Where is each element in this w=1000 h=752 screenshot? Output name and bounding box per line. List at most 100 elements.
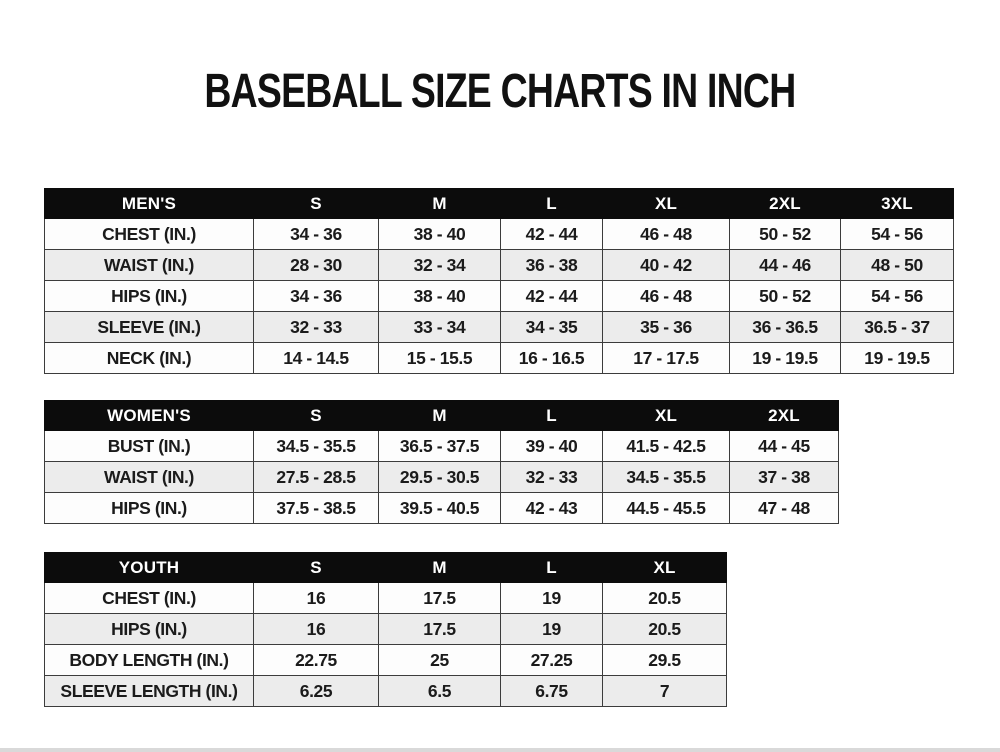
size-value-cell: 40 - 42 bbox=[602, 249, 730, 281]
size-value-cell: 17 - 17.5 bbox=[602, 342, 730, 374]
table-title-cell: WOMEN'S bbox=[44, 400, 254, 431]
size-value-cell: 14 - 14.5 bbox=[253, 342, 379, 374]
size-value-cell: 34 - 35 bbox=[500, 311, 603, 343]
row-label: HIPS (IN.) bbox=[44, 492, 254, 524]
size-value-cell: 16 bbox=[253, 582, 379, 614]
header-row: YOUTH S M L XL bbox=[44, 552, 727, 583]
page-bottom-edge bbox=[0, 748, 1000, 752]
row-label: HIPS (IN.) bbox=[44, 613, 254, 645]
column-header-3xl: 3XL bbox=[840, 188, 954, 219]
row-label: SLEEVE LENGTH (IN.) bbox=[44, 675, 254, 707]
size-value-cell: 54 - 56 bbox=[840, 280, 954, 312]
row-label: HIPS (IN.) bbox=[44, 280, 254, 312]
size-value-cell: 32 - 33 bbox=[500, 461, 603, 493]
size-value-cell: 19 bbox=[500, 613, 603, 645]
size-value-cell: 7 bbox=[602, 675, 727, 707]
size-value-cell: 20.5 bbox=[602, 582, 727, 614]
youth-size-table: YOUTH S M L XL CHEST (IN.) 16 17.5 19 20.5 HIPS (… bbox=[44, 552, 727, 707]
column-header-2xl: 2XL bbox=[729, 188, 841, 219]
table-row: HIPS (IN.) 16 17.5 19 20.5 bbox=[44, 613, 727, 645]
size-value-cell: 41.5 - 42.5 bbox=[602, 430, 730, 462]
size-value-cell: 36 - 38 bbox=[500, 249, 603, 281]
row-label: NECK (IN.) bbox=[44, 342, 254, 374]
womens-size-table: WOMEN'S S M L XL 2XL BUST (IN.) 34.5 - 35.5 36.… bbox=[44, 400, 839, 524]
row-label: BUST (IN.) bbox=[44, 430, 254, 462]
column-header-s: S bbox=[253, 400, 379, 431]
row-label: WAIST (IN.) bbox=[44, 461, 254, 493]
mens-size-table: MEN'S S M L XL 2XL 3XL CHEST (IN.) 34 - 36 38 - … bbox=[44, 188, 954, 374]
table-title-cell: YOUTH bbox=[44, 552, 254, 583]
size-value-cell: 38 - 40 bbox=[378, 280, 501, 312]
table-row: SLEEVE LENGTH (IN.) 6.25 6.5 6.75 7 bbox=[44, 675, 727, 707]
table-row: HIPS (IN.) 37.5 - 38.5 39.5 - 40.5 42 - 43 4… bbox=[44, 492, 839, 524]
size-value-cell: 46 - 48 bbox=[602, 218, 730, 250]
column-header-s: S bbox=[253, 552, 379, 583]
table-row: SLEEVE (IN.) 32 - 33 33 - 34 34 - 35 35 - 36… bbox=[44, 311, 954, 343]
size-value-cell: 16 - 16.5 bbox=[500, 342, 603, 374]
size-value-cell: 27.5 - 28.5 bbox=[253, 461, 379, 493]
size-value-cell: 36.5 - 37.5 bbox=[378, 430, 501, 462]
size-value-cell: 47 - 48 bbox=[729, 492, 839, 524]
size-value-cell: 42 - 44 bbox=[500, 280, 603, 312]
table-row: BUST (IN.) 34.5 - 35.5 36.5 - 37.5 39 - 40 4… bbox=[44, 430, 839, 462]
column-header-s: S bbox=[253, 188, 379, 219]
size-value-cell: 42 - 44 bbox=[500, 218, 603, 250]
size-value-cell: 34.5 - 35.5 bbox=[253, 430, 379, 462]
size-value-cell: 54 - 56 bbox=[840, 218, 954, 250]
size-value-cell: 32 - 33 bbox=[253, 311, 379, 343]
table-row: CHEST (IN.) 16 17.5 19 20.5 bbox=[44, 582, 727, 614]
size-value-cell: 29.5 - 30.5 bbox=[378, 461, 501, 493]
table-row: HIPS (IN.) 34 - 36 38 - 40 42 - 44 46 - 48 50… bbox=[44, 280, 954, 312]
column-header-l: L bbox=[500, 552, 603, 583]
size-value-cell: 25 bbox=[378, 644, 501, 676]
size-value-cell: 19 - 19.5 bbox=[729, 342, 841, 374]
table-row: CHEST (IN.) 34 - 36 38 - 40 42 - 44 46 - 48 5… bbox=[44, 218, 954, 250]
size-value-cell: 17.5 bbox=[378, 613, 501, 645]
row-label: CHEST (IN.) bbox=[44, 582, 254, 614]
size-value-cell: 6.25 bbox=[253, 675, 379, 707]
size-value-cell: 36.5 - 37 bbox=[840, 311, 954, 343]
size-value-cell: 42 - 43 bbox=[500, 492, 603, 524]
size-value-cell: 39.5 - 40.5 bbox=[378, 492, 501, 524]
size-value-cell: 16 bbox=[253, 613, 379, 645]
size-value-cell: 17.5 bbox=[378, 582, 501, 614]
size-value-cell: 29.5 bbox=[602, 644, 727, 676]
size-value-cell: 44.5 - 45.5 bbox=[602, 492, 730, 524]
table-row: WAIST (IN.) 28 - 30 32 - 34 36 - 38 40 - 42 4… bbox=[44, 249, 954, 281]
size-value-cell: 36 - 36.5 bbox=[729, 311, 841, 343]
size-value-cell: 46 - 48 bbox=[602, 280, 730, 312]
size-value-cell: 50 - 52 bbox=[729, 280, 841, 312]
size-value-cell: 48 - 50 bbox=[840, 249, 954, 281]
header-row: MEN'S S M L XL 2XL 3XL bbox=[44, 188, 954, 219]
size-value-cell: 44 - 45 bbox=[729, 430, 839, 462]
size-value-cell: 37.5 - 38.5 bbox=[253, 492, 379, 524]
size-value-cell: 38 - 40 bbox=[378, 218, 501, 250]
table-row: NECK (IN.) 14 - 14.5 15 - 15.5 16 - 16.5 17 … bbox=[44, 342, 954, 374]
header-row: WOMEN'S S M L XL 2XL bbox=[44, 400, 839, 431]
row-label: SLEEVE (IN.) bbox=[44, 311, 254, 343]
column-header-m: M bbox=[378, 188, 501, 219]
size-value-cell: 6.75 bbox=[500, 675, 603, 707]
row-label: WAIST (IN.) bbox=[44, 249, 254, 281]
row-label: CHEST (IN.) bbox=[44, 218, 254, 250]
size-value-cell: 34.5 - 35.5 bbox=[602, 461, 730, 493]
size-value-cell: 28 - 30 bbox=[253, 249, 379, 281]
page-title-container: BASEBALL SIZE CHARTS IN INCH bbox=[0, 68, 1000, 116]
size-value-cell: 37 - 38 bbox=[729, 461, 839, 493]
size-value-cell: 19 - 19.5 bbox=[840, 342, 954, 374]
size-value-cell: 50 - 52 bbox=[729, 218, 841, 250]
size-value-cell: 15 - 15.5 bbox=[378, 342, 501, 374]
size-value-cell: 27.25 bbox=[500, 644, 603, 676]
size-value-cell: 34 - 36 bbox=[253, 280, 379, 312]
page-title: BASEBALL SIZE CHARTS IN INCH bbox=[204, 65, 796, 118]
column-header-xl: XL bbox=[602, 552, 727, 583]
size-value-cell: 35 - 36 bbox=[602, 311, 730, 343]
size-value-cell: 33 - 34 bbox=[378, 311, 501, 343]
column-header-m: M bbox=[378, 400, 501, 431]
size-value-cell: 44 - 46 bbox=[729, 249, 841, 281]
size-value-cell: 39 - 40 bbox=[500, 430, 603, 462]
table-title-cell: MEN'S bbox=[44, 188, 254, 219]
table-row: WAIST (IN.) 27.5 - 28.5 29.5 - 30.5 32 - 33… bbox=[44, 461, 839, 493]
size-value-cell: 32 - 34 bbox=[378, 249, 501, 281]
